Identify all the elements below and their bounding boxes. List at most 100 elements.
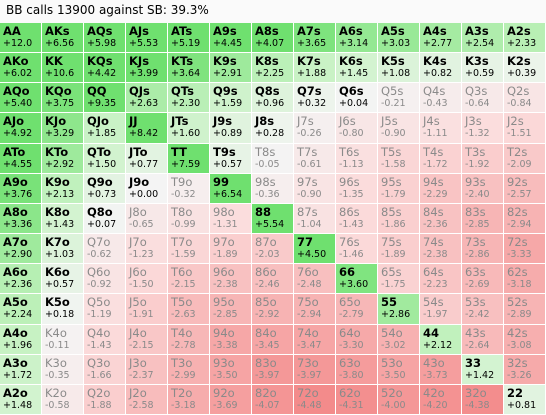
- hand-cell[interactable]: 42o -4.20: [420, 384, 462, 415]
- hand-cell[interactable]: 75s -1.89: [378, 234, 420, 265]
- hand-cell[interactable]: K5o +0.18: [42, 294, 84, 325]
- hand-cell[interactable]: 54s -1.97: [420, 294, 462, 325]
- hand-cell[interactable]: Q7s +0.32: [294, 83, 336, 114]
- hand-cell[interactable]: J3s -1.32: [462, 113, 504, 144]
- hand-cell[interactable]: AJo +4.92: [0, 113, 42, 144]
- hand-cell[interactable]: JTo +0.77: [126, 143, 168, 174]
- hand-cell[interactable]: KQs +4.42: [84, 53, 126, 84]
- hand-cell[interactable]: 52o -4.00: [378, 384, 420, 415]
- hand-cell[interactable]: 42s -3.08: [504, 324, 546, 355]
- hand-cell[interactable]: 63o -3.80: [336, 354, 378, 385]
- hand-cell[interactable]: Q8s +0.96: [252, 83, 294, 114]
- hand-cell[interactable]: 93o -3.50: [210, 354, 252, 385]
- hand-cell[interactable]: K7s +1.88: [294, 53, 336, 84]
- hand-cell[interactable]: Q5s -0.21: [378, 83, 420, 114]
- hand-cell[interactable]: J4o -2.15: [126, 324, 168, 355]
- hand-cell[interactable]: K9o +2.13: [42, 173, 84, 204]
- hand-cell[interactable]: A9s +4.45: [210, 23, 252, 54]
- hand-cell[interactable]: 99 +6.54: [210, 173, 252, 204]
- hand-cell[interactable]: T7s -0.61: [294, 143, 336, 174]
- hand-cell[interactable]: T6s -1.13: [336, 143, 378, 174]
- hand-cell[interactable]: J8o -0.65: [126, 203, 168, 235]
- hand-cell[interactable]: 92s -2.57: [504, 173, 546, 204]
- hand-cell[interactable]: Q6s +0.04: [336, 83, 378, 114]
- hand-cell[interactable]: 83o -3.97: [252, 354, 294, 385]
- hand-cell[interactable]: 53s -2.42: [462, 294, 504, 325]
- hand-cell[interactable]: 87o -2.03: [252, 234, 294, 265]
- hand-cell[interactable]: QTo +1.50: [84, 143, 126, 174]
- hand-cell[interactable]: 98s -0.36: [252, 173, 294, 204]
- hand-cell[interactable]: 94s -2.29: [420, 173, 462, 204]
- hand-cell[interactable]: KTs +3.64: [168, 53, 210, 84]
- hand-cell[interactable]: T8o -0.99: [168, 203, 210, 235]
- hand-cell[interactable]: 75o -2.94: [294, 294, 336, 325]
- hand-cell[interactable]: Q3o -1.66: [84, 354, 126, 385]
- hand-cell[interactable]: 95s -1.79: [378, 173, 420, 204]
- hand-cell[interactable]: JJ +8.42: [126, 113, 168, 144]
- hand-cell[interactable]: A7o +2.90: [0, 234, 42, 265]
- hand-cell[interactable]: K4s +0.82: [420, 53, 462, 84]
- hand-cell[interactable]: J2o -2.58: [126, 384, 168, 415]
- hand-cell[interactable]: ATo +4.55: [0, 143, 42, 174]
- hand-cell[interactable]: 33 +1.42: [462, 354, 504, 385]
- hand-cell[interactable]: 96o -2.38: [210, 264, 252, 295]
- hand-cell[interactable]: Q2o -1.88: [84, 384, 126, 415]
- hand-cell[interactable]: 53o -3.50: [378, 354, 420, 385]
- hand-cell[interactable]: J9o +0.00: [126, 173, 168, 204]
- hand-cell[interactable]: KQo +3.75: [42, 83, 84, 114]
- hand-cell[interactable]: QJs +2.63: [126, 83, 168, 114]
- hand-cell[interactable]: Q2s -0.84: [504, 83, 546, 114]
- hand-cell[interactable]: Q3s -0.64: [462, 83, 504, 114]
- hand-cell[interactable]: Q4o -1.43: [84, 324, 126, 355]
- hand-cell[interactable]: 64s -2.23: [420, 264, 462, 295]
- hand-cell[interactable]: K8s +2.25: [252, 53, 294, 84]
- hand-cell[interactable]: A9o +3.76: [0, 173, 42, 204]
- hand-cell[interactable]: J3o -2.37: [126, 354, 168, 385]
- hand-cell[interactable]: Q4s -0.43: [420, 83, 462, 114]
- hand-cell[interactable]: J6o -1.50: [126, 264, 168, 295]
- hand-cell[interactable]: T3o -2.99: [168, 354, 210, 385]
- hand-cell[interactable]: Q5o -1.19: [84, 294, 126, 325]
- hand-cell[interactable]: AKs +6.56: [42, 23, 84, 54]
- hand-cell[interactable]: J4s -1.11: [420, 113, 462, 144]
- hand-cell[interactable]: 93s -2.40: [462, 173, 504, 204]
- hand-cell[interactable]: AA +12.0: [0, 23, 42, 54]
- hand-cell[interactable]: AJs +5.53: [126, 23, 168, 54]
- hand-cell[interactable]: T2s -2.09: [504, 143, 546, 174]
- hand-cell[interactable]: AQs +5.98: [84, 23, 126, 54]
- hand-cell[interactable]: 82s -2.94: [504, 203, 546, 235]
- hand-cell[interactable]: Q7o -0.62: [84, 234, 126, 265]
- hand-cell[interactable]: 73s -2.86: [462, 234, 504, 265]
- hand-cell[interactable]: 43o -3.73: [420, 354, 462, 385]
- hand-cell[interactable]: T7o -1.59: [168, 234, 210, 265]
- hand-cell[interactable]: A3o +1.72: [0, 354, 42, 385]
- hand-cell[interactable]: K6s +1.45: [336, 53, 378, 84]
- hand-cell[interactable]: Q6o -0.92: [84, 264, 126, 295]
- hand-cell[interactable]: 87s -1.04: [294, 203, 336, 235]
- hand-cell[interactable]: K3s +0.59: [462, 53, 504, 84]
- hand-cell[interactable]: J7s -0.26: [294, 113, 336, 144]
- hand-cell[interactable]: 55 +2.86: [378, 294, 420, 325]
- hand-cell[interactable]: JTs +1.60: [168, 113, 210, 144]
- hand-cell[interactable]: T6o -2.15: [168, 264, 210, 295]
- hand-cell[interactable]: 73o -3.97: [294, 354, 336, 385]
- hand-cell[interactable]: T9o -0.32: [168, 173, 210, 204]
- hand-cell[interactable]: 98o -1.31: [210, 203, 252, 235]
- hand-cell[interactable]: QQ +9.35: [84, 83, 126, 114]
- hand-cell[interactable]: J9s +0.89: [210, 113, 252, 144]
- hand-cell[interactable]: 86o -2.46: [252, 264, 294, 295]
- hand-cell[interactable]: 84o -3.45: [252, 324, 294, 355]
- hand-cell[interactable]: 63s -2.69: [462, 264, 504, 295]
- hand-cell[interactable]: A6o +2.36: [0, 264, 42, 295]
- hand-cell[interactable]: 64o -3.30: [336, 324, 378, 355]
- hand-cell[interactable]: QTs +2.30: [168, 83, 210, 114]
- hand-cell[interactable]: 82o -4.07: [252, 384, 294, 415]
- hand-cell[interactable]: K5s +1.08: [378, 53, 420, 84]
- hand-cell[interactable]: A2o +1.48: [0, 384, 42, 415]
- hand-cell[interactable]: 85o -2.92: [252, 294, 294, 325]
- hand-cell[interactable]: 96s -1.35: [336, 173, 378, 204]
- hand-cell[interactable]: K3o -0.35: [42, 354, 84, 385]
- hand-cell[interactable]: 44 +2.12: [420, 324, 462, 355]
- hand-cell[interactable]: QJo +1.85: [84, 113, 126, 144]
- hand-cell[interactable]: A2s +2.33: [504, 23, 546, 54]
